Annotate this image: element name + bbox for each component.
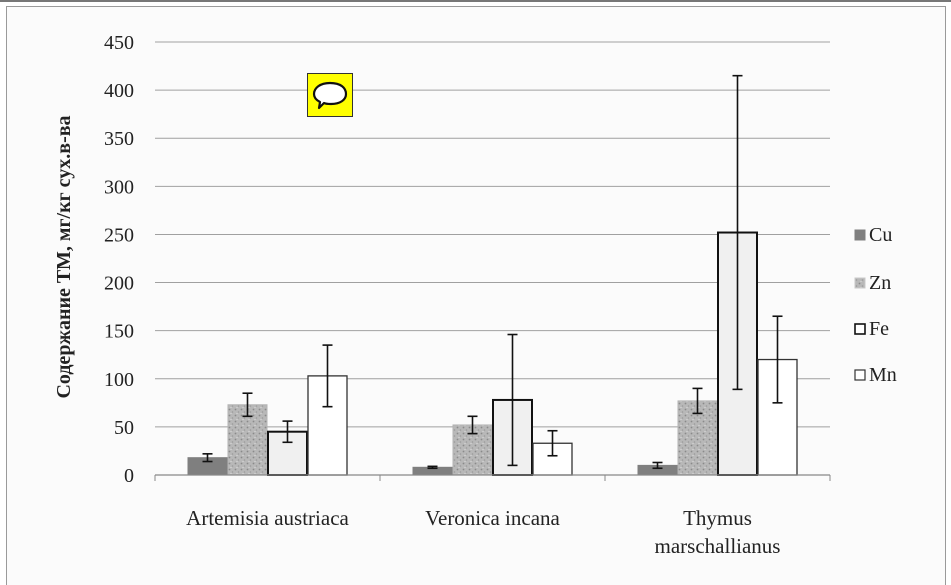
y-tick-label: 250: [104, 224, 134, 246]
y-tick-label: 100: [104, 369, 134, 391]
y-tick-label: 200: [104, 273, 134, 295]
legend-swatch-fe: [854, 323, 866, 335]
legend-label-zn: Zn: [869, 272, 891, 294]
chart-frame: [6, 6, 946, 585]
category-label: marschallianus: [655, 534, 781, 558]
y-tick-label: 300: [104, 176, 134, 198]
y-tick-label: 50: [114, 417, 134, 439]
legend-label-fe: Fe: [869, 318, 889, 340]
category-label: Artemisia austriaca: [186, 506, 349, 530]
y-tick-label: 150: [104, 321, 134, 343]
speech-bubble-icon: [312, 81, 348, 110]
bars: [187, 231, 798, 477]
y-tick-label: 0: [124, 465, 134, 487]
y-tick-label: 350: [104, 128, 134, 150]
window-top-border: [0, 0, 951, 2]
legend-swatch-mn: [854, 369, 866, 381]
error-bars: [202, 74, 783, 470]
y-axis-label: Содержание ТМ, мг/кг сух.в-ва: [53, 115, 75, 398]
legend-swatch-cu: [854, 229, 866, 241]
comment-button[interactable]: [307, 73, 353, 117]
legend: Cu Zn Fe Mn: [854, 224, 897, 386]
y-axis-ticks: 0 50 100 150 200 250 300 350 400 450: [104, 32, 134, 487]
legend-swatch-zn: [854, 277, 866, 289]
legend-label-cu: Cu: [869, 224, 892, 246]
x-axis: [154, 474, 831, 481]
y-tick-label: 400: [104, 80, 134, 102]
y-tick-label: 450: [104, 32, 134, 54]
legend-label-mn: Mn: [869, 364, 897, 386]
category-label: Thymus: [683, 506, 752, 530]
category-label: Veronica incana: [425, 506, 560, 530]
category-labels: Artemisia austriaca Veronica incana Thymus…: [186, 506, 780, 558]
